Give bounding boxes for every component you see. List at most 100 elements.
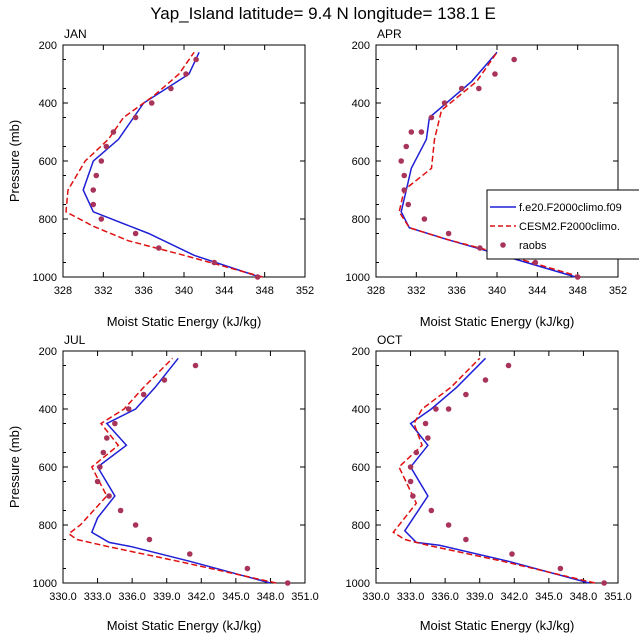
raobs-point: [403, 143, 410, 150]
raobs-point: [110, 129, 117, 135]
x-tick-label: 340: [488, 285, 506, 297]
y-tick-label: 1000: [346, 272, 370, 284]
y-tick-label: 600: [39, 156, 57, 168]
x-tick-label: 342.0: [188, 591, 216, 603]
series-group: [392, 357, 607, 586]
x-tick-label: 332: [94, 285, 112, 297]
raobs-point: [94, 478, 101, 485]
x-tick-label: 340: [175, 285, 193, 297]
x-tick-label: 336: [134, 285, 152, 297]
raobs-point: [117, 507, 124, 514]
raobs-point: [90, 201, 97, 208]
x-tick-label: 348.0: [257, 591, 285, 603]
raobs-point: [168, 85, 174, 92]
raobs-point: [161, 377, 168, 383]
y-tick-label: 800: [352, 520, 370, 532]
raobs-point: [463, 391, 469, 398]
y-axis-label: Pressure (mb): [7, 120, 22, 202]
raobs-point: [125, 406, 132, 412]
x-axis-label: Moist Static Energy (kJ/kg): [107, 618, 262, 633]
x-tick-label: 336.0: [118, 591, 146, 603]
x-tick-label: 328: [367, 285, 385, 297]
raobs-point: [413, 449, 420, 456]
raobs-point: [421, 216, 428, 222]
raobs-point: [482, 377, 489, 383]
raobs-point: [509, 551, 515, 557]
raobs-point: [601, 580, 607, 586]
y-tick-label: 200: [39, 40, 57, 52]
raobs-point: [428, 114, 435, 121]
raobs-point: [428, 507, 435, 514]
series-line-f09: [90, 357, 271, 584]
raobs-point: [463, 536, 469, 543]
series-group: [398, 51, 581, 280]
raobs-point: [441, 100, 448, 106]
y-axis-label: Pressure (mb): [7, 426, 22, 508]
raobs-point: [186, 551, 193, 557]
legend-entry-model1: f.e20.F2000climo.f09: [519, 202, 622, 214]
raobs-point: [112, 420, 118, 427]
x-tick-label: 342.0: [501, 591, 529, 603]
raobs-point: [401, 187, 408, 193]
x-tick-label: 336: [447, 285, 465, 297]
panel-apr: APR Moist Static Energy (kJ/kg) 328 332 33…: [346, 27, 628, 329]
raobs-point: [93, 172, 100, 179]
series-line-cesm2: [67, 357, 277, 584]
raobs-point: [445, 522, 452, 528]
raobs-point: [557, 565, 564, 572]
tick-marks: [62, 44, 306, 278]
raobs-point: [422, 420, 429, 427]
raobs-point: [445, 406, 452, 412]
x-axis-label: Moist Static Energy (kJ/kg): [420, 618, 575, 633]
raobs-point: [433, 406, 439, 412]
x-tick-label: 344: [528, 285, 546, 297]
raobs-point: [155, 245, 162, 251]
x-tick-label: 352: [609, 285, 627, 297]
raobs-point: [132, 522, 139, 528]
y-tick-label: 800: [39, 214, 57, 226]
y-tick-label: 400: [352, 98, 370, 110]
raobs-point: [244, 565, 251, 572]
raobs-point: [132, 114, 139, 121]
raobs-point: [97, 464, 103, 470]
raobs-point: [140, 391, 147, 398]
x-tick-label: 352: [296, 285, 314, 297]
tick-marks: [375, 44, 619, 278]
y-tick-label: 200: [352, 346, 370, 358]
x-tick-label: 330.0: [49, 591, 77, 603]
raobs-point: [98, 216, 105, 222]
y-tick-label: 400: [352, 404, 370, 416]
series-line-f09: [403, 357, 590, 584]
raobs-point: [100, 449, 107, 456]
tick-marks: [62, 350, 306, 584]
raobs-point: [284, 580, 291, 586]
y-tick-label: 200: [352, 40, 370, 52]
series-group: [65, 51, 263, 280]
raobs-point: [532, 259, 539, 266]
y-tick-label: 200: [39, 346, 57, 358]
panel-label: OCT: [377, 333, 403, 347]
x-tick-label: 348.0: [570, 591, 598, 603]
raobs-point: [148, 100, 155, 106]
y-tick-labels: 200 400 600 800 1000: [346, 346, 370, 590]
panel-label: APR: [377, 27, 402, 41]
y-tick-labels: 200 400 600 800 1000: [33, 346, 57, 590]
raobs-point: [476, 85, 482, 92]
y-tick-labels: 200 400 600 800 1000: [33, 40, 57, 284]
raobs-point: [192, 362, 199, 369]
series-line-f09: [82, 51, 260, 278]
raobs-point: [254, 274, 261, 280]
raobs-point: [418, 129, 425, 135]
raobs-point: [405, 201, 412, 208]
panel-jul: JUL Pressure (mb) Moist Static Energy (k…: [7, 333, 319, 633]
series-group: [67, 357, 291, 586]
panel-jan: JAN Pressure (mb) Moist Static Energy (k…: [7, 27, 314, 329]
panel-oct: OCT Moist Static Energy (kJ/kg) 330.0 333…: [346, 333, 632, 633]
series-line-cesm2: [65, 51, 263, 278]
x-tick-label: 330.0: [362, 591, 390, 603]
y-tick-label: 400: [39, 98, 57, 110]
x-tick-labels: 328 332 336 340 344 348 352: [54, 285, 314, 297]
y-tick-label: 600: [352, 462, 370, 474]
raobs-point: [90, 187, 97, 193]
